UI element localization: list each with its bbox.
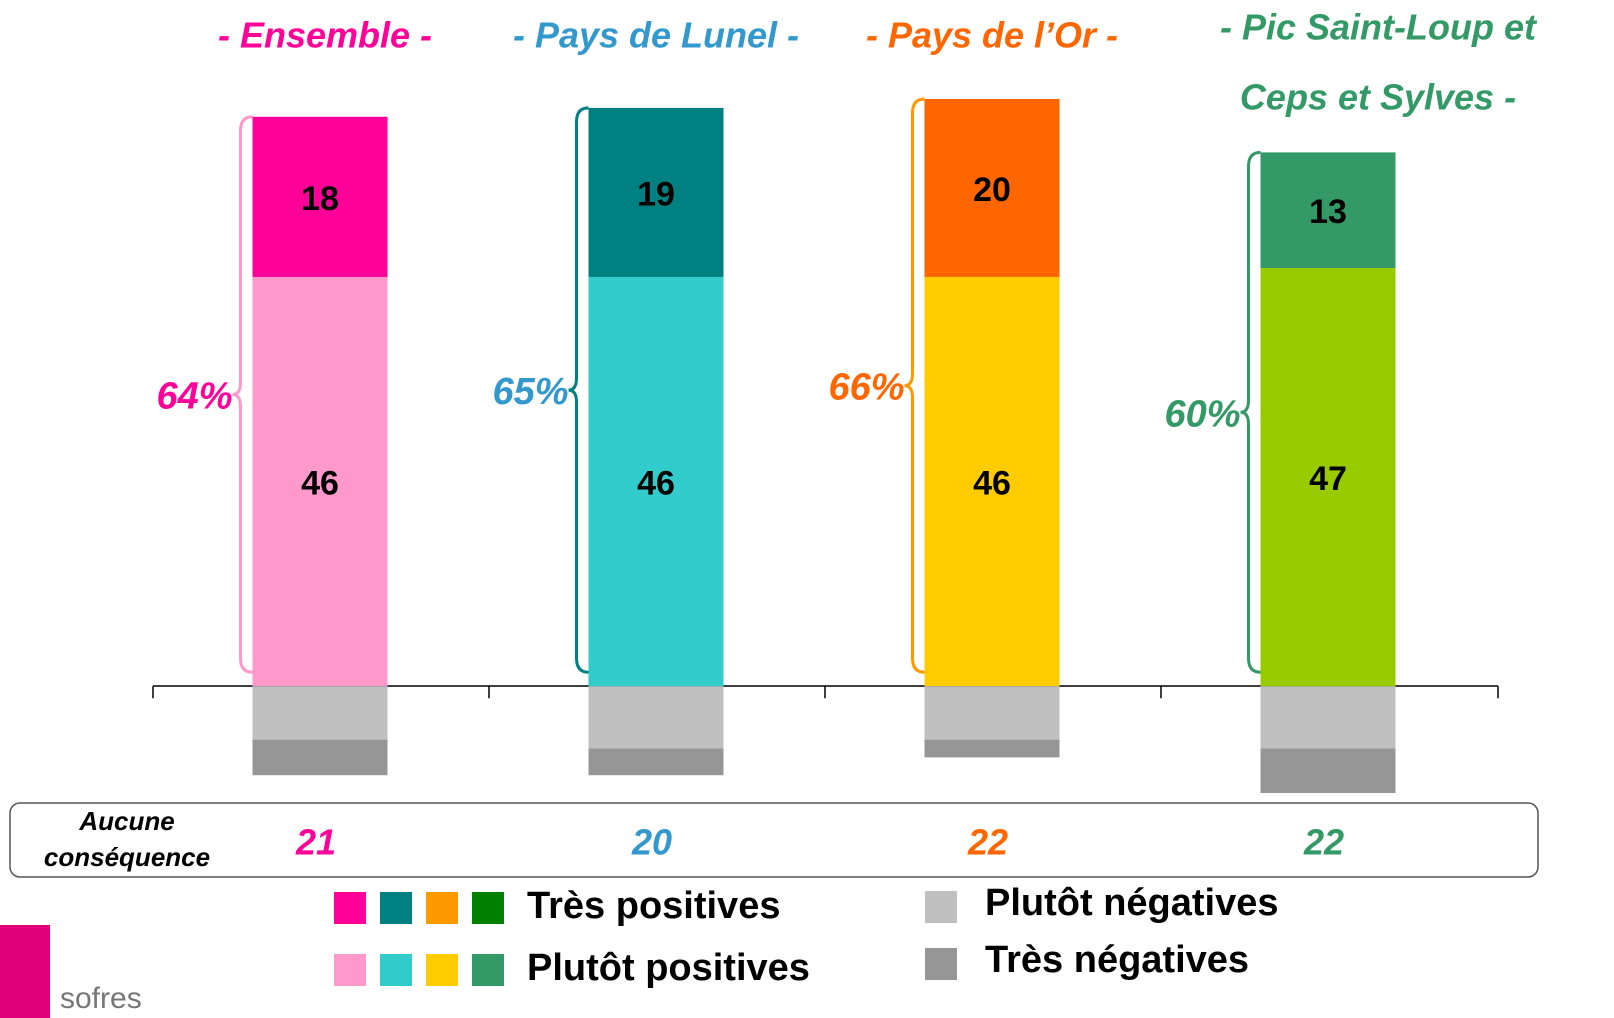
bar-segment: [924, 99, 1060, 277]
none-value: 20: [631, 822, 672, 863]
bar-segment: [924, 276, 1060, 687]
legend-swatch: [472, 954, 504, 986]
bar-segment: [588, 276, 724, 687]
legend-label: Très négatives: [985, 939, 1249, 981]
bar-segment: [252, 739, 388, 776]
value-label: 18: [301, 180, 339, 218]
legend-label: Très positives: [527, 885, 780, 927]
logo-text: sofres: [60, 982, 142, 1015]
bar-segment: [588, 686, 724, 749]
bar-segment: [252, 116, 388, 277]
none-value: 22: [1303, 822, 1344, 863]
legend-swatch: [334, 892, 366, 924]
bar-segment: [1260, 268, 1396, 687]
legend-swatch: [380, 954, 412, 986]
bar-segment: [588, 107, 724, 277]
legend-swatch: [472, 892, 504, 924]
none-label: conséquence: [44, 842, 210, 872]
none-label: Aucune: [78, 806, 174, 836]
logo-mark: [0, 925, 50, 1018]
total-label: 65%: [492, 371, 568, 413]
bar-segment: [924, 686, 1060, 740]
legend-swatch: [334, 954, 366, 986]
legend-swatch: [925, 891, 957, 923]
value-label: 19: [637, 175, 675, 213]
category-title: - Ensemble -: [218, 15, 432, 56]
legend-swatch: [426, 892, 458, 924]
legend-swatch: [426, 954, 458, 986]
total-label: 66%: [828, 367, 904, 409]
total-brace: [568, 106, 589, 674]
bar-segment: [1260, 748, 1396, 793]
bar-segment: [252, 686, 388, 740]
bar-segment: [1260, 152, 1396, 269]
total-brace: [904, 97, 925, 674]
total-brace: [232, 115, 253, 674]
legend-swatch: [925, 948, 957, 980]
value-label: 13: [1309, 193, 1347, 231]
legend-swatch: [380, 892, 412, 924]
legend-label: Plutôt négatives: [985, 882, 1279, 924]
total-label: 64%: [156, 376, 232, 418]
value-label: 46: [973, 465, 1011, 503]
category-title: - Pays de Lunel -: [513, 15, 799, 56]
none-value: 22: [967, 822, 1008, 863]
bar-segment: [252, 276, 388, 687]
legend-label: Plutôt positives: [527, 947, 810, 989]
bar-segment: [1260, 686, 1396, 749]
value-label: 46: [637, 465, 675, 503]
total-label: 60%: [1164, 393, 1240, 435]
value-label: 20: [973, 171, 1011, 209]
total-brace: [1240, 150, 1261, 674]
none-value: 21: [295, 822, 336, 863]
bar-segment: [588, 748, 724, 776]
none-box: [9, 802, 1539, 878]
bar-segment: [924, 739, 1060, 758]
value-label: 47: [1309, 460, 1347, 498]
category-title: - Pays de l’Or -: [866, 15, 1118, 56]
category-title: Ceps et Sylves -: [1240, 77, 1516, 118]
category-title: - Pic Saint-Loup et: [1220, 7, 1538, 48]
value-label: 46: [301, 465, 339, 503]
